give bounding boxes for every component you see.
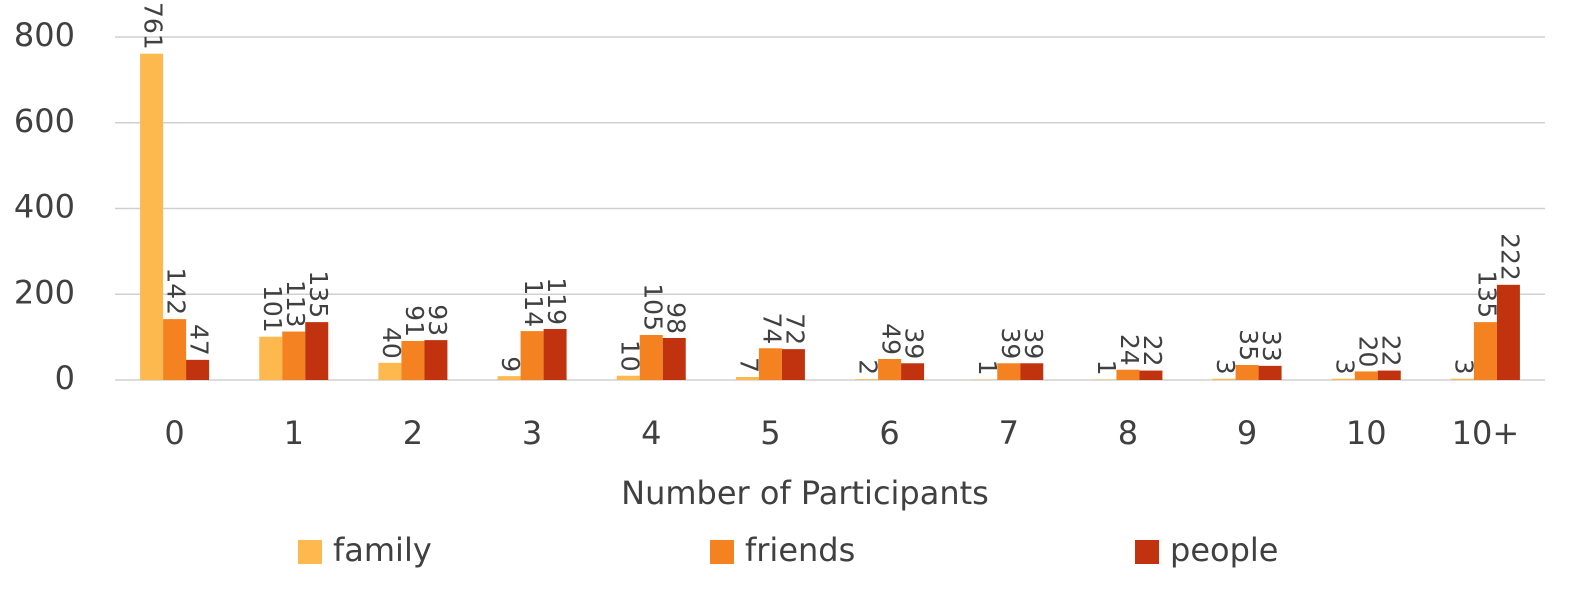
value-label: 49: [877, 323, 906, 355]
value-label: 2: [854, 359, 883, 375]
legend-label: people: [1170, 531, 1278, 569]
legend-label: friends: [745, 531, 855, 569]
bar: [401, 340, 425, 380]
bar: [616, 375, 640, 380]
bar: [639, 334, 663, 380]
value-label: 135: [304, 270, 333, 318]
value-label: 7: [734, 357, 763, 373]
legend-swatch: [710, 540, 734, 564]
bar: [662, 337, 686, 380]
value-label: 93: [423, 304, 452, 336]
bar: [163, 319, 187, 380]
bar: [855, 379, 879, 380]
bar: [1139, 370, 1163, 380]
x-tick-label: 4: [641, 414, 661, 452]
bar: [1212, 378, 1236, 380]
value-label: 39: [1019, 327, 1048, 359]
bar: [259, 336, 283, 380]
x-tick-label: 5: [760, 414, 780, 452]
bar: [1258, 365, 1282, 380]
y-tick-label: 600: [14, 102, 75, 140]
y-tick-label: 0: [55, 359, 75, 397]
bar: [1116, 369, 1140, 380]
value-label: 3: [1211, 359, 1240, 375]
value-label: 74: [757, 312, 786, 344]
value-label: 20: [1353, 336, 1382, 368]
bar: [1450, 378, 1474, 380]
x-tick-label: 3: [522, 414, 542, 452]
value-label: 24: [1115, 334, 1144, 366]
value-label: 761: [139, 2, 168, 50]
x-tick-label: 0: [164, 414, 184, 452]
value-label: 40: [377, 327, 406, 359]
bar: [997, 363, 1021, 380]
value-label: 39: [996, 327, 1025, 359]
x-axis-title: Number of Participants: [621, 474, 989, 512]
y-tick-label: 800: [14, 16, 75, 54]
x-tick-label: 2: [403, 414, 423, 452]
y-tick-label: 400: [14, 188, 75, 226]
value-label: 3: [1330, 359, 1359, 375]
x-tick-label: 9: [1237, 414, 1257, 452]
value-label: 3: [1449, 359, 1478, 375]
bar: [520, 331, 544, 380]
bar: [1354, 371, 1378, 380]
value-label: 119: [542, 277, 571, 325]
value-label: 114: [519, 279, 548, 327]
value-label: 33: [1257, 330, 1286, 362]
legend-swatch: [298, 540, 322, 564]
value-label: 113: [281, 280, 310, 328]
bar: [497, 376, 521, 380]
bar: [305, 322, 329, 380]
value-label: 105: [638, 283, 667, 331]
bar: [1496, 284, 1520, 380]
x-tick-label: 6: [879, 414, 899, 452]
value-label: 10: [615, 340, 644, 372]
bar: [424, 340, 448, 380]
y-tick-label: 200: [14, 273, 75, 311]
value-label: 35: [1234, 329, 1263, 361]
value-label: 1: [973, 360, 1002, 376]
value-label: 1: [1092, 360, 1121, 376]
value-label: 101: [258, 285, 287, 333]
value-label: 22: [1376, 335, 1405, 367]
value-label: 39: [900, 327, 929, 359]
x-tick-label: 10: [1346, 414, 1387, 452]
x-tick-label: 10+: [1452, 414, 1520, 452]
x-tick-label: 8: [1118, 414, 1138, 452]
bar: [1331, 378, 1355, 380]
bar: [758, 348, 782, 380]
bar: [878, 358, 902, 380]
bar: [186, 359, 210, 380]
value-label: 222: [1495, 233, 1524, 281]
bar: [901, 363, 925, 380]
value-label: 142: [162, 267, 191, 315]
bar: [1235, 364, 1259, 380]
bar: [735, 376, 759, 380]
value-label: 47: [185, 324, 214, 356]
bar: [282, 331, 306, 380]
legend-label: family: [333, 531, 432, 569]
bar: [1377, 370, 1401, 380]
legend-swatch: [1135, 540, 1159, 564]
bar: [378, 362, 402, 380]
value-label: 72: [780, 313, 809, 345]
bar: [543, 328, 567, 380]
value-label: 98: [661, 302, 690, 334]
value-label: 135: [1472, 270, 1501, 318]
value-label: 9: [496, 356, 525, 372]
bar: [781, 349, 805, 380]
bar: [140, 53, 164, 380]
bar: [1473, 322, 1497, 380]
value-label: 22: [1138, 335, 1167, 367]
bar: [1020, 363, 1044, 380]
x-tick-label: 7: [999, 414, 1019, 452]
x-tick-label: 1: [284, 414, 304, 452]
value-label: 91: [400, 305, 429, 337]
